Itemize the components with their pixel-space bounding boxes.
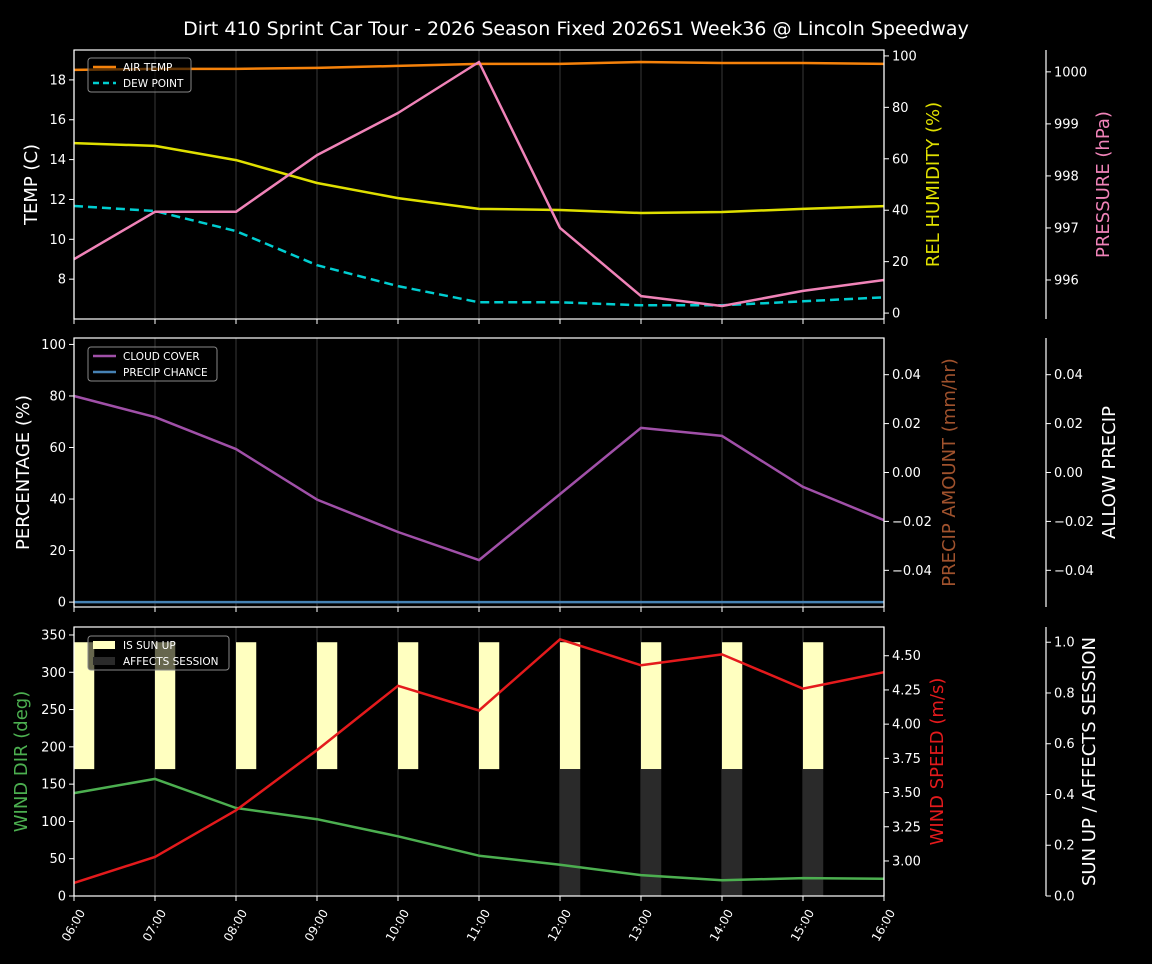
y-tick-label: 997 bbox=[1054, 221, 1079, 236]
x-tick-label: 10:00 bbox=[383, 907, 412, 944]
y-tick-label: 20 bbox=[49, 544, 66, 559]
bar-is-sun-up bbox=[641, 642, 661, 769]
y-tick-label: 0.0 bbox=[1054, 890, 1075, 905]
chart-title: Dirt 410 Sprint Car Tour - 2026 Season F… bbox=[183, 18, 969, 40]
y-tick-label: 8 bbox=[58, 273, 66, 288]
legend-label: PRECIP CHANCE bbox=[123, 367, 208, 379]
y-tick-label: 1.0 bbox=[1054, 636, 1075, 651]
y-tick-label: 996 bbox=[1054, 273, 1079, 288]
y-tick-label: 40 bbox=[892, 204, 909, 219]
y-tick-label: 4.50 bbox=[892, 649, 921, 664]
y-tick-label: 100 bbox=[41, 815, 66, 830]
legend-label: IS SUN UP bbox=[123, 640, 176, 652]
y-tick-label: 60 bbox=[892, 152, 909, 167]
legend-label: DEW POINT bbox=[123, 78, 184, 90]
legend-label: AFFECTS SESSION bbox=[123, 656, 219, 668]
y-tick-label: 40 bbox=[49, 493, 66, 508]
y-tick-label: −0.02 bbox=[1054, 515, 1094, 530]
axis-label-right: REL HUMIDITY (%) bbox=[923, 102, 944, 267]
legend: AIR TEMP DEW POINT bbox=[88, 58, 191, 92]
y-tick-label: −0.04 bbox=[1054, 564, 1094, 579]
x-tick-label: 12:00 bbox=[545, 907, 574, 944]
legend-label: CLOUD COVER bbox=[123, 351, 200, 363]
legend: IS SUN UP AFFECTS SESSION bbox=[88, 636, 229, 670]
y-tick-label: 20 bbox=[892, 255, 909, 270]
y-tick-label: 3.00 bbox=[892, 854, 921, 869]
axis-label-right: WIND SPEED (m/s) bbox=[927, 678, 948, 846]
bar-affects-session bbox=[560, 769, 580, 896]
y-tick-label: 150 bbox=[41, 778, 66, 793]
axis-label-right2: SUN UP / AFFECTS SESSION bbox=[1079, 637, 1100, 886]
bar-affects-session bbox=[722, 769, 742, 896]
bar-is-sun-up bbox=[560, 642, 580, 769]
x-tick-label: 08:00 bbox=[221, 907, 250, 944]
y-tick-label: 100 bbox=[41, 338, 66, 353]
y-tick-label: 200 bbox=[41, 740, 66, 755]
legend-swatch bbox=[93, 657, 115, 665]
legend: CLOUD COVER PRECIP CHANCE bbox=[88, 347, 217, 381]
y-tick-label: 3.50 bbox=[892, 786, 921, 801]
x-tick-label: 16:00 bbox=[869, 907, 898, 944]
y-tick-label: 0.04 bbox=[1054, 368, 1083, 383]
y-tick-label: −0.02 bbox=[892, 515, 932, 530]
y-tick-label: 1000 bbox=[1054, 65, 1087, 80]
y-tick-label: 12 bbox=[49, 193, 66, 208]
y-tick-label: 250 bbox=[41, 703, 66, 718]
y-tick-label: 999 bbox=[1054, 117, 1079, 132]
x-tick-label: 09:00 bbox=[302, 907, 331, 944]
y-tick-label: 0 bbox=[58, 596, 66, 611]
panel-bottom: 06:00 07:00 08:00 09:00 10:00 11:00 12:00 13:00… bbox=[11, 627, 1100, 944]
panel-top: 8 10 12 14 16 18 TEMP (C) 0 20 40 60 80 100 REL HUMID… bbox=[21, 49, 1114, 324]
y-tick-label: 100 bbox=[892, 49, 917, 64]
axis-label-left: PERCENTAGE (%) bbox=[13, 395, 34, 550]
panel-middle: 0 20 40 60 80 100 PERCENTAGE (%) −0.04 −0.02 0.00… bbox=[13, 338, 1120, 612]
y-tick-label: 14 bbox=[49, 153, 66, 168]
y-tick-label: 18 bbox=[49, 73, 66, 88]
x-tick-label: 07:00 bbox=[140, 907, 169, 944]
y-tick-label: 80 bbox=[892, 101, 909, 116]
y-tick-label: 0.4 bbox=[1054, 788, 1075, 803]
axis-label-right: PRECIP AMOUNT (mm/hr) bbox=[939, 358, 960, 587]
y-tick-label: 80 bbox=[49, 389, 66, 404]
axis-label-right2: PRESSURE (hPa) bbox=[1093, 111, 1114, 258]
y-tick-label: 4.00 bbox=[892, 718, 921, 733]
axis-label-right2: ALLOW PRECIP bbox=[1099, 406, 1120, 539]
bar-is-sun-up bbox=[398, 642, 418, 769]
y-tick-label: 60 bbox=[49, 441, 66, 456]
y-tick-label: 16 bbox=[49, 113, 66, 128]
y-tick-label: 50 bbox=[49, 852, 66, 867]
y-tick-label: 3.75 bbox=[892, 752, 921, 767]
legend-label: AIR TEMP bbox=[123, 62, 172, 74]
y-tick-label: 350 bbox=[41, 628, 66, 643]
bar-is-sun-up bbox=[803, 642, 823, 769]
y-tick-label: 0 bbox=[58, 890, 66, 905]
y-tick-label: 0 bbox=[892, 307, 900, 322]
legend-swatch bbox=[93, 641, 115, 649]
axis-label-left: TEMP (C) bbox=[21, 144, 42, 226]
x-tick-label: 06:00 bbox=[59, 907, 88, 944]
y-tick-label: 0.00 bbox=[892, 466, 921, 481]
x-tick-label: 15:00 bbox=[788, 907, 817, 944]
y-tick-label: 0.02 bbox=[892, 417, 921, 432]
x-tick-label: 11:00 bbox=[464, 907, 493, 944]
bar-is-sun-up bbox=[479, 642, 499, 769]
bar-is-sun-up bbox=[317, 642, 337, 769]
y-tick-label: 0.2 bbox=[1054, 839, 1075, 854]
y-tick-label: 10 bbox=[49, 233, 66, 248]
x-tick-label: 13:00 bbox=[626, 907, 655, 944]
y-tick-label: 0.8 bbox=[1054, 686, 1075, 701]
y-tick-label: 998 bbox=[1054, 169, 1079, 184]
x-tick-label: 14:00 bbox=[707, 907, 736, 944]
y-tick-label: 3.25 bbox=[892, 820, 921, 835]
bar-is-sun-up bbox=[236, 642, 256, 769]
y-tick-label: 0.04 bbox=[892, 368, 921, 383]
y-tick-label: 0.6 bbox=[1054, 737, 1075, 752]
y-tick-label: 300 bbox=[41, 666, 66, 681]
axis-label-left: WIND DIR (deg) bbox=[11, 691, 32, 833]
y-tick-label: 0.00 bbox=[1054, 466, 1083, 481]
y-tick-label: −0.04 bbox=[892, 564, 932, 579]
y-tick-label: 4.25 bbox=[892, 683, 921, 698]
y-tick-label: 0.02 bbox=[1054, 417, 1083, 432]
